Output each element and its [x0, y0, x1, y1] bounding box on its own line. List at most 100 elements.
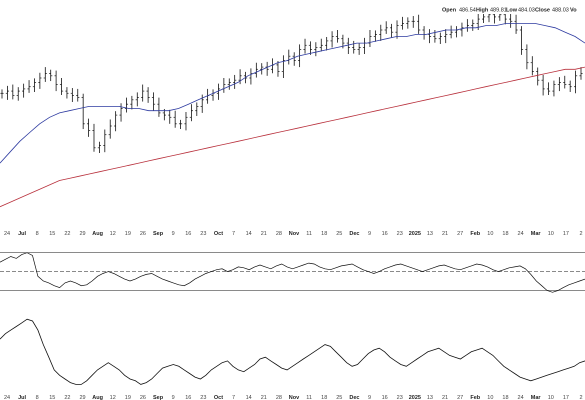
x-tick-label: 29 [79, 395, 85, 400]
price-bar [211, 89, 215, 101]
price-bar [70, 88, 74, 102]
x-tick-label: 17 [563, 395, 569, 400]
x-tick-label: 27 [457, 231, 463, 237]
price-bar [92, 123, 96, 152]
price-bar [43, 67, 47, 82]
x-tick-label: 9 [368, 231, 371, 237]
x-tick-label: 16 [185, 231, 191, 237]
price-bar [465, 19, 469, 32]
price-bar [541, 74, 545, 96]
price-bar [124, 97, 129, 113]
price-bar [579, 67, 583, 80]
price-bar [178, 119, 183, 130]
price-bar [249, 68, 253, 85]
close-value: 488.03 [552, 8, 569, 14]
price-bar [54, 70, 58, 92]
price-bar [119, 103, 123, 122]
price-bar [11, 84, 15, 100]
x-tick-label: Nov [289, 231, 300, 237]
x-tick-label: 10 [487, 231, 493, 237]
price-bar [395, 20, 399, 39]
svg-text:Open 486.54 High: Open 486.54 High 489.81 Low 484.03 Close… [442, 8, 577, 14]
x-tick-label: 2 [579, 395, 582, 400]
x-tick-label: 2025 [409, 395, 421, 400]
x-tick-label: 23 [200, 231, 206, 237]
price-bar [184, 112, 188, 131]
x-tick-label: 14 [246, 395, 252, 400]
price-bar [325, 36, 329, 51]
price-bar [65, 87, 69, 99]
price-x-axis: 24 Jul 8 15 22 29 Aug 12 19 26 Sep 9 16 23 Oct 7 14 21 28 N… [4, 231, 583, 237]
price-bar [314, 42, 318, 57]
price-bar [319, 38, 323, 52]
price-bar [384, 21, 388, 34]
price-bar [157, 97, 161, 117]
price-bar [519, 26, 524, 55]
price-bar [276, 60, 280, 77]
x-tick-label: 22 [64, 395, 70, 400]
header-background [438, 4, 585, 14]
price-bar [563, 75, 567, 89]
x-tick-label: 28 [276, 395, 282, 400]
price-bar [292, 52, 296, 66]
x-tick-label: Mar [531, 231, 542, 237]
x-tick-label: 19 [125, 395, 131, 400]
price-bar [135, 92, 139, 107]
price-bar [168, 109, 172, 124]
price-bar [233, 74, 237, 89]
price-bar [568, 80, 572, 92]
price-bar [227, 78, 231, 90]
price-bar [514, 14, 518, 34]
moving-average-short-line [0, 23, 585, 164]
x-tick-label: 24 [4, 395, 10, 400]
oscillator-2-panel: 24 Jul 8 15 22 29 Aug 12 19 26 Sep 9 16 23 Oct 7 14 21 28 N… [0, 318, 585, 400]
price-bar [417, 14, 421, 34]
price-bar [352, 40, 356, 54]
price-bar [146, 87, 150, 103]
x-tick-label: 11 [306, 231, 312, 237]
oscillator-1-line [0, 252, 585, 293]
price-bar [335, 30, 340, 43]
x-tick-label: 12 [110, 231, 116, 237]
x-tick-label: Feb [470, 231, 480, 237]
x-tick-label: Aug [92, 231, 103, 237]
x-tick-label: 26 [140, 231, 146, 237]
x-tick-label: 8 [36, 231, 39, 237]
price-bar [530, 56, 534, 76]
price-bar [108, 119, 112, 139]
price-bar [86, 118, 91, 137]
price-bar [390, 23, 394, 38]
x-tick-label: 24 [4, 231, 10, 237]
price-bar [552, 80, 556, 97]
price-bar [362, 37, 367, 54]
price-bar [0, 89, 4, 99]
low-value: 484.03 [518, 8, 535, 14]
x-tick-label: 18 [502, 395, 508, 400]
price-bar [265, 61, 269, 76]
open-label: Open [442, 8, 457, 14]
price-bar [346, 37, 350, 54]
x-tick-label: 15 [49, 395, 55, 400]
price-bar [357, 43, 361, 55]
price-bar [32, 78, 37, 92]
x-tick-label: 9 [172, 395, 175, 400]
price-bar [81, 93, 85, 130]
price-bar [427, 29, 432, 44]
x-tick-label: 27 [457, 395, 463, 400]
price-bar [444, 29, 448, 44]
x-tick-label: 19 [125, 231, 131, 237]
price-bar [97, 141, 102, 154]
oscillator-1-reference-lines [0, 252, 585, 291]
x-tick-label: 8 [36, 395, 39, 400]
x-tick-label: 24 [518, 231, 524, 237]
x-tick-label: 15 [49, 231, 55, 237]
oscillator-2-line [0, 318, 585, 385]
price-bar [536, 67, 540, 86]
price-bar [130, 95, 134, 110]
price-bar [103, 129, 107, 153]
x-tick-label: Dec [349, 231, 359, 237]
x-tick-label: 16 [382, 395, 388, 400]
price-bar [22, 83, 26, 98]
x-tick-label: 2 [579, 231, 582, 237]
